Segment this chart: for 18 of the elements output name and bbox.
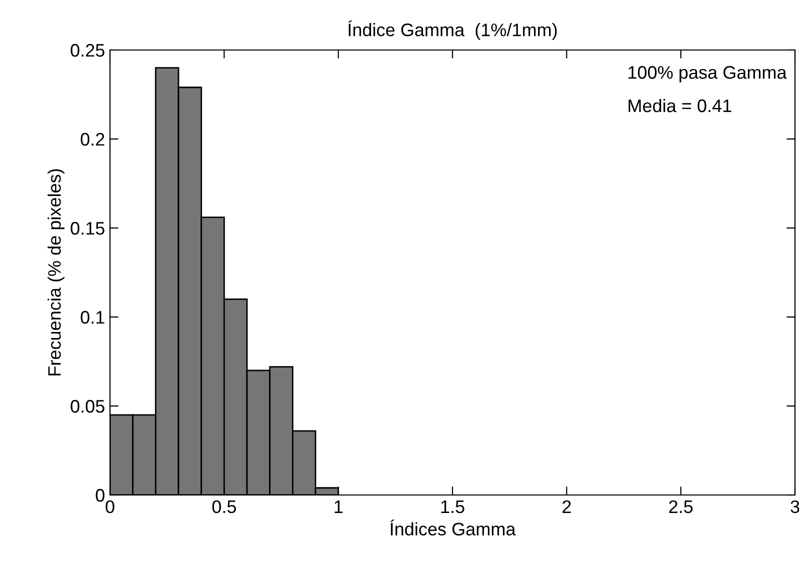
x-tick-label: 1 <box>334 500 342 513</box>
y-tick-label: 0.15 <box>70 222 104 235</box>
x-tick-label: 0 <box>106 500 114 514</box>
y-tick-label: 0 <box>96 488 104 502</box>
x-tick-label: 2.5 <box>669 500 693 514</box>
annotation: 100% pasa Gamma <box>628 66 787 82</box>
y-tick-label: 0.05 <box>70 400 104 413</box>
x-tick-label: 0.5 <box>212 500 236 514</box>
y-tick-label: 0.2 <box>80 132 104 146</box>
x-tick-label: 1.5 <box>441 500 464 514</box>
y-axis-title: Frecuencia (% de pixeles) <box>48 169 64 376</box>
annotation: Media = 0.41 <box>628 98 732 112</box>
x-tick-label: 3 <box>790 500 800 514</box>
chart-title: Índice Gamma (1%/1mm) <box>348 20 557 40</box>
y-tick-label: 0.25 <box>70 44 104 57</box>
x-axis-title: Índices Gamma <box>390 520 516 536</box>
x-tick-label: 2 <box>562 500 571 513</box>
y-tick-label: 0.1 <box>80 310 104 324</box>
